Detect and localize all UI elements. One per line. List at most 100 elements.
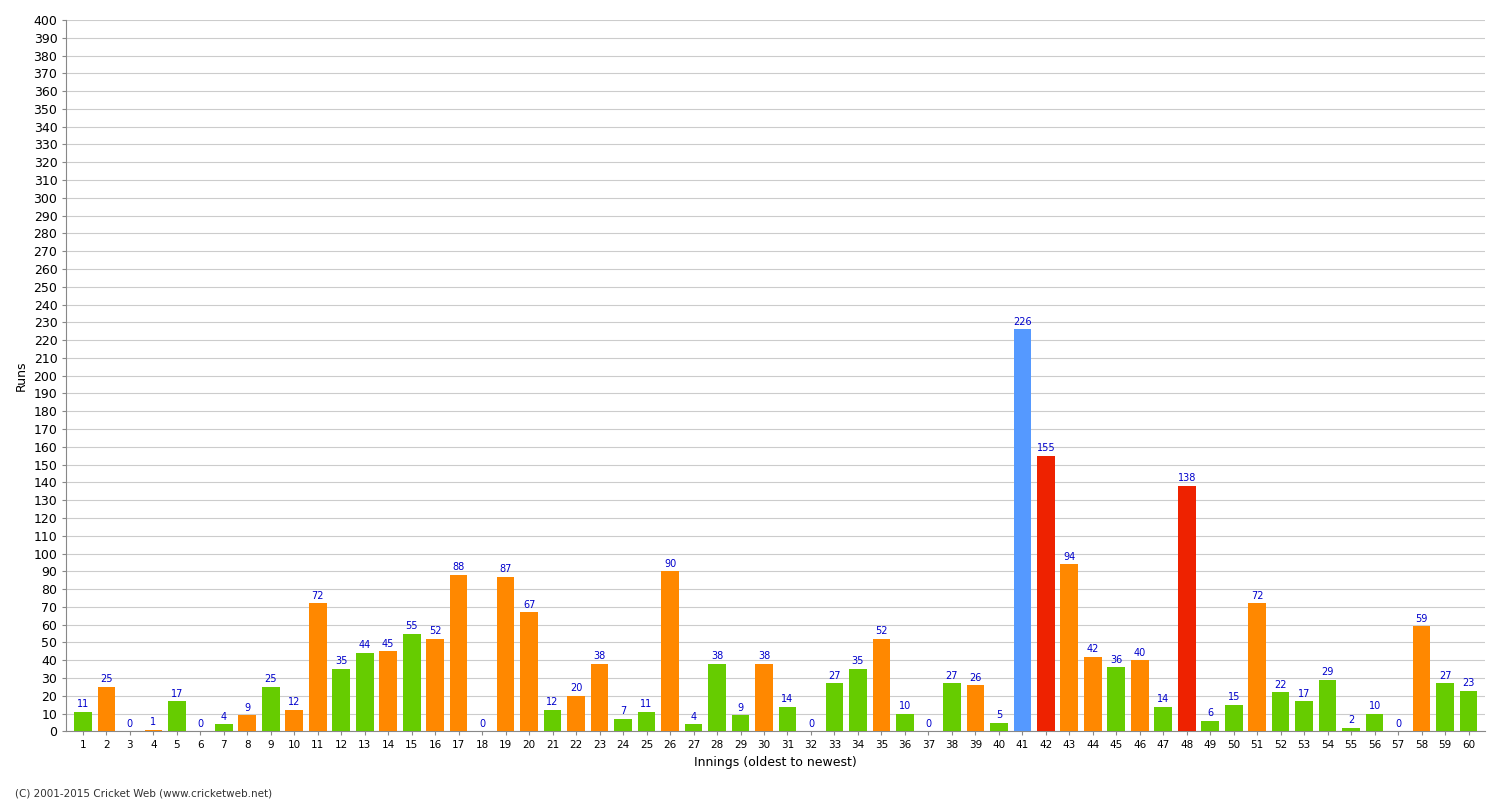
Bar [1131,660,1149,731]
Text: 0: 0 [1395,718,1401,729]
Text: 9: 9 [244,702,250,713]
Bar [238,715,256,731]
Bar [144,730,162,731]
Text: 9: 9 [738,702,744,713]
Bar [1296,701,1312,731]
Text: 14: 14 [1156,694,1170,704]
Bar [754,664,772,731]
Text: 11: 11 [640,699,652,709]
Bar [380,651,398,731]
Text: 20: 20 [570,683,582,693]
Bar [1202,721,1219,731]
Bar [1036,456,1054,731]
Text: 0: 0 [808,718,814,729]
Bar [1226,705,1242,731]
Text: 72: 72 [1251,590,1263,601]
Text: 38: 38 [711,651,723,661]
Text: 0: 0 [926,718,932,729]
Bar [1014,330,1031,731]
X-axis label: Innings (oldest to newest): Innings (oldest to newest) [694,756,856,769]
Text: 23: 23 [1462,678,1474,688]
Text: 94: 94 [1064,551,1076,562]
Bar [450,575,468,731]
Text: (C) 2001-2015 Cricket Web (www.cricketweb.net): (C) 2001-2015 Cricket Web (www.cricketwe… [15,788,272,798]
Text: 5: 5 [996,710,1002,720]
Text: 59: 59 [1416,614,1428,624]
Text: 1: 1 [150,717,156,727]
Bar [356,653,374,731]
Bar [638,712,656,731]
Bar [1437,683,1454,731]
Bar [1107,667,1125,731]
Text: 25: 25 [264,674,278,684]
Bar [615,719,632,731]
Bar [849,669,867,731]
Bar [404,634,420,731]
Text: 155: 155 [1036,443,1054,453]
Bar [285,710,303,731]
Text: 26: 26 [969,673,981,682]
Bar [1060,564,1078,731]
Bar [1155,706,1172,731]
Text: 27: 27 [1438,670,1452,681]
Bar [98,687,116,731]
Text: 90: 90 [664,558,676,569]
Bar [708,664,726,731]
Text: 55: 55 [405,621,418,631]
Text: 12: 12 [288,698,300,707]
Text: 10: 10 [898,701,910,711]
Bar [732,715,750,731]
Text: 138: 138 [1178,474,1196,483]
Text: 36: 36 [1110,654,1122,665]
Text: 17: 17 [1298,689,1311,698]
Bar [1342,728,1360,731]
Bar [825,683,843,731]
Bar [309,603,327,731]
Bar [333,669,350,731]
Text: 72: 72 [312,590,324,601]
Text: 22: 22 [1275,680,1287,690]
Text: 40: 40 [1134,648,1146,658]
Text: 52: 52 [874,626,888,636]
Text: 4: 4 [220,712,226,722]
Text: 25: 25 [100,674,112,684]
Text: 87: 87 [500,564,512,574]
Text: 15: 15 [1227,692,1240,702]
Bar [1272,692,1290,731]
Bar [684,724,702,731]
Text: 11: 11 [76,699,88,709]
Text: 67: 67 [524,599,536,610]
Text: 2: 2 [1348,715,1354,725]
Text: 44: 44 [358,641,370,650]
Text: 6: 6 [1208,708,1214,718]
Text: 27: 27 [828,670,840,681]
Text: 88: 88 [453,562,465,572]
Text: 12: 12 [546,698,560,707]
Text: 7: 7 [620,706,626,716]
Bar [74,712,92,731]
Bar [1318,680,1336,731]
Bar [262,687,279,731]
Bar [1460,690,1478,731]
Text: 0: 0 [128,718,134,729]
Text: 0: 0 [198,718,204,729]
Bar [896,714,914,731]
Bar [944,683,960,731]
Bar [591,664,609,731]
Bar [778,706,796,731]
Text: 35: 35 [334,657,348,666]
Text: 14: 14 [782,694,794,704]
Text: 38: 38 [758,651,770,661]
Bar [990,722,1008,731]
Text: 0: 0 [478,718,484,729]
Bar [520,612,538,731]
Bar [1178,486,1196,731]
Bar [662,571,680,731]
Text: 17: 17 [171,689,183,698]
Text: 38: 38 [594,651,606,661]
Bar [168,701,186,731]
Bar [544,710,561,731]
Bar [426,639,444,731]
Bar [1084,657,1101,731]
Text: 4: 4 [690,712,696,722]
